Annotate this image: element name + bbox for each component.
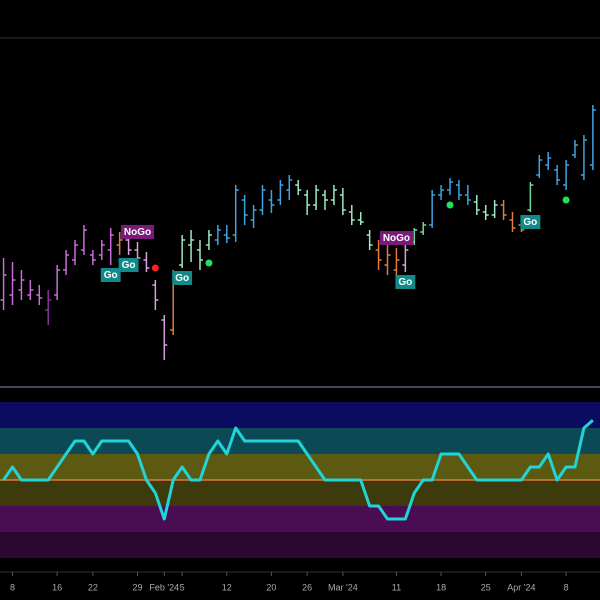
x-tick-label: Apr '24 [507,582,535,592]
x-tick-label: 16 [52,582,62,592]
signal-label: Go [175,273,189,284]
signal-dot [446,201,454,209]
oscillator-line [2,419,594,521]
signal-label: Go [523,217,537,228]
oscillator-band [0,480,600,506]
signal-dot [205,259,213,267]
x-tick-label: 22 [88,582,98,592]
x-tick-label: Mar '24 [328,582,358,592]
signal-badge [379,231,414,245]
oscillator-band [0,402,600,428]
oscillator-band [0,506,600,532]
signal-label: NoGo [124,227,151,238]
signal-dot [562,196,570,204]
signal-label: Go [398,277,412,288]
x-tick-label: 8 [10,582,15,592]
signal-label: Go [104,270,118,281]
x-tick-label: 11 [392,582,401,592]
x-tick-label: 8 [564,582,569,592]
signal-badge [118,258,139,272]
signal-badge [120,225,155,239]
x-tick-label: 20 [266,582,276,592]
x-tick-label: Feb '24 [149,582,179,592]
signal-label: NoGo [383,233,410,244]
signal-badge [100,268,121,282]
x-tick-label: 12 [222,582,232,592]
signal-badge [520,215,541,229]
signal-label: Go [122,260,136,271]
oscillator-band [0,454,600,480]
signal-badge [395,275,416,289]
x-tick-label: 18 [436,582,446,592]
x-tick-label: 25 [481,582,491,592]
x-tick-label: 29 [132,582,142,592]
signal-dot [151,264,159,272]
signal-badge [172,271,193,285]
oscillator-band [0,532,600,558]
x-tick-label: 5 [180,582,185,592]
x-tick-label: 26 [302,582,312,592]
